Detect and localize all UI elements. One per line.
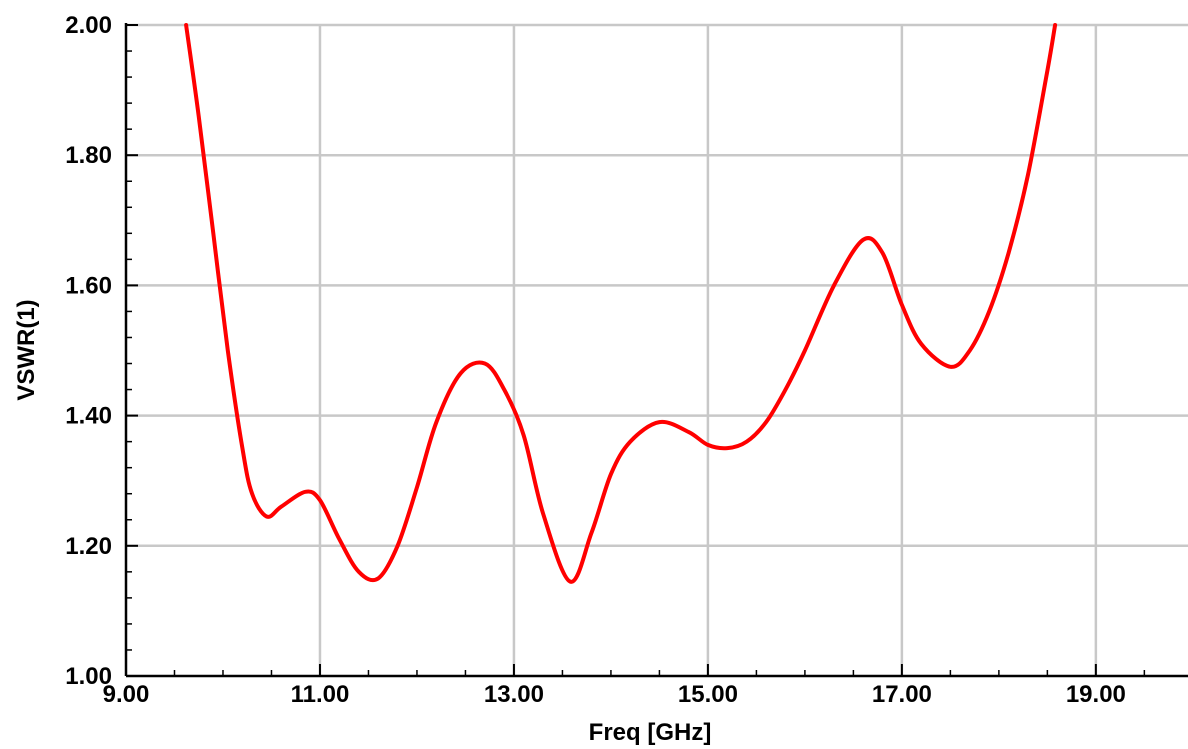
y-tick-label: 1.20 <box>65 533 112 560</box>
y-tick-label: 1.60 <box>65 272 112 299</box>
axes <box>124 23 1188 678</box>
y-tick-label: 1.40 <box>65 403 112 430</box>
y-tick-label: 2.00 <box>65 12 112 39</box>
y-tick-label: 1.00 <box>65 663 112 690</box>
x-tick-label: 19.00 <box>1066 681 1126 708</box>
x-axis-title: Freq [GHz] <box>589 719 712 746</box>
y-tick-label: 1.80 <box>65 142 112 169</box>
y-axis-ticks: 1.00 1.20 1.40 1.60 1.80 2.00 <box>65 12 138 690</box>
x-axis-ticks: 9.00 11.00 13.00 15.00 17.00 19.00 <box>103 664 1146 708</box>
grid-lines <box>126 23 1188 676</box>
x-tick-label: 11.00 <box>291 681 350 708</box>
series-line-vswr <box>184 23 1058 584</box>
x-tick-label: 13.00 <box>484 681 544 708</box>
x-tick-label: 9.00 <box>103 681 150 708</box>
series-group <box>184 23 1058 584</box>
x-tick-label: 17.00 <box>872 681 932 708</box>
x-tick-label: 15.00 <box>678 681 738 708</box>
y-axis-title: VSWR(1) <box>13 299 40 400</box>
